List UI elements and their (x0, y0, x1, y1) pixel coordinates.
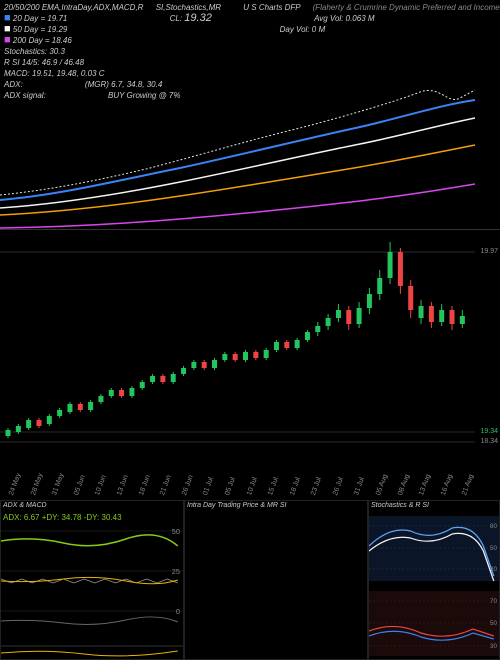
date-tick: 21 Jun (159, 474, 172, 496)
sma200-swatch: ■ (4, 34, 11, 46)
date-tick: 26 Jun (181, 474, 194, 496)
svg-text:25: 25 (172, 568, 180, 576)
adx-macd-panel: ADX & MACD ADX: 6.67 +DY: 34.78 -DY: 30.… (0, 500, 184, 660)
intraday-panel: Intra Day Trading Price & MR SI (184, 500, 368, 660)
macd-label: MACD: 19.51, 19.48, 0.03 C (4, 69, 105, 78)
date-tick: 18 Jun (138, 474, 151, 496)
chart-symbol: U S Charts DFP (243, 3, 300, 12)
stoch-svg: 805020705030 (369, 501, 499, 660)
date-tick: 05 Jun (73, 474, 86, 496)
avgvol-label: Avg Vol: 0.063 M (314, 14, 374, 23)
adx-label: ADX: (4, 80, 23, 89)
indicators-label-2: SI,Stochastics,MR (156, 3, 221, 12)
close-label: CL: (170, 14, 182, 23)
price-tick: 18.34 (479, 438, 499, 445)
date-tick: 16 Aug (440, 474, 453, 497)
date-tick: 28 May (30, 472, 43, 496)
adx-svg: 50 25 0 (1, 501, 183, 660)
indicator-row: ADX & MACD ADX: 6.67 +DY: 34.78 -DY: 30.… (0, 500, 500, 660)
adx-title: ADX & MACD (3, 502, 47, 509)
rsi-label: R SI 14/5: 46.9 / 46.48 (4, 58, 84, 67)
stoch-title: Stochastics & R SI (371, 502, 429, 509)
date-axis: 24 May 28 May 31 May 05 Jun 10 Jun 13 Jun 18 J… (0, 470, 475, 500)
date-tick: 24 May (8, 472, 21, 496)
date-tick: 05 Jul (224, 476, 236, 496)
svg-text:50: 50 (490, 545, 498, 552)
adx-value: (MGR) 6.7, 34.8, 30.4 (85, 80, 162, 89)
date-tick: 23 Jul (310, 476, 322, 496)
date-tick: 21 Aug (461, 474, 474, 497)
date-tick: 13 Jun (116, 474, 129, 496)
date-tick: 01 Jul (202, 476, 214, 496)
chart-header: 20/50/200 EMA,IntraDay,ADX,MACD,R SI,Sto… (0, 0, 500, 78)
sma200-label: 200 Day = 18.46 (13, 36, 72, 45)
candle-chart-svg (0, 230, 475, 470)
price-axis: 19.97 19.34 18.34 (475, 230, 500, 470)
candle-chart-panel (0, 230, 475, 470)
stoch-rsi-panel: Stochastics & R SI 805020705030 (368, 500, 500, 660)
price-tick: 19.97 (479, 248, 499, 255)
date-tick: 15 Jul (267, 476, 279, 496)
svg-text:80: 80 (490, 523, 498, 530)
date-tick: 10 Jun (94, 474, 107, 496)
indicators-label: 20/50/200 EMA,IntraDay,ADX,MACD,R (4, 3, 143, 12)
adx-signal-value: BUY Growing @ 7% (108, 91, 180, 100)
svg-text:50: 50 (490, 620, 498, 627)
close-value: 19.32 (184, 12, 212, 24)
adx-signal-label: ADX signal: (4, 91, 46, 100)
date-tick: 18 Jul (289, 476, 301, 496)
date-tick: 08 Aug (397, 474, 410, 497)
svg-text:30: 30 (490, 643, 498, 650)
date-tick: 31 Jul (353, 476, 365, 496)
date-tick: 31 May (51, 472, 64, 496)
date-tick: 13 Aug (418, 474, 431, 497)
date-tick: 26 Jul (332, 476, 344, 496)
chart-security: (Flaherty & Crumrine Dynamic Preferred a… (313, 3, 500, 12)
price-tick: 19.34 (479, 428, 499, 435)
date-tick: 10 Jul (246, 476, 258, 496)
dayvol-label: Day Vol: 0 M (280, 25, 326, 34)
svg-text:50: 50 (172, 528, 180, 536)
sma50-label: 50 Day = 19.29 (13, 25, 67, 34)
sma20-label: 20 Day = 19.71 (13, 14, 67, 23)
intraday-title: Intra Day Trading Price & MR SI (187, 502, 286, 509)
stoch-label: Stochastics: 30.3 (4, 47, 65, 56)
svg-text:70: 70 (490, 598, 498, 605)
date-tick: 05 Aug (375, 474, 388, 497)
adx-overlay: ADX: 6.67 +DY: 34.78 -DY: 30.43 (3, 513, 122, 522)
svg-text:0: 0 (176, 608, 180, 616)
